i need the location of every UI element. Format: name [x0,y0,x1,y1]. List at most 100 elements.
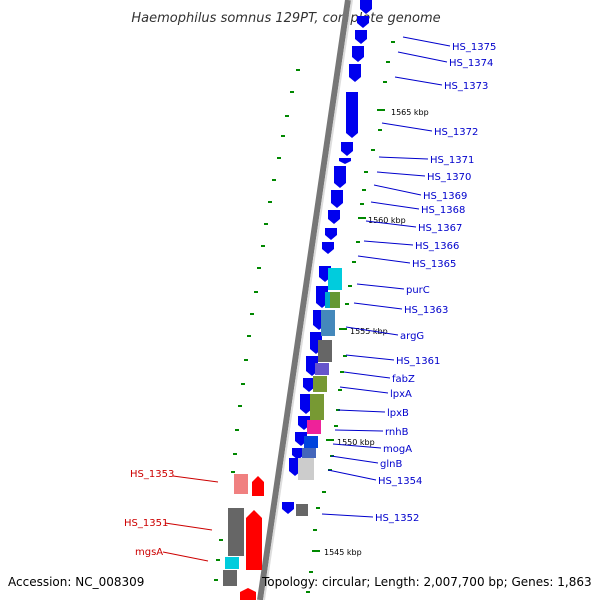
forward-gene-arrow[interactable] [328,210,340,224]
backbone [257,0,353,600]
forward-gene-arrow[interactable] [341,142,353,156]
gene-feature-box[interactable] [307,420,321,434]
label-leader [337,409,386,413]
label-leader [394,76,443,86]
gene-label-reverse[interactable]: HS_1351 [124,518,168,529]
reverse-gene-box[interactable] [228,508,244,556]
forward-gene-arrow[interactable] [322,242,334,254]
gene-label-forward[interactable]: mogA [383,444,412,455]
gene-label-forward[interactable]: lpxA [390,389,412,400]
gene-label-reverse[interactable]: mgsA [135,547,163,558]
kbp-label: 1565 kbp [391,108,429,117]
gene-label-forward[interactable]: HS_1373 [444,81,488,92]
label-leader [363,240,414,246]
forward-gene-arrow[interactable] [303,378,315,392]
forward-gene-arrow[interactable] [357,16,369,28]
gene-feature-box[interactable] [318,340,332,362]
forward-genes [282,0,372,516]
kbp-label: 1545 kbp [324,548,362,557]
forward-gene-arrow[interactable] [292,448,304,460]
gene-feature-box[interactable] [328,268,342,290]
forward-gene-arrow[interactable] [282,502,294,514]
label-leader [327,469,377,481]
kbp-markers: 1565 kbp 1560 kbp 1555 kbp 1550 kbp 1545… [312,108,429,557]
label-leader [334,429,384,432]
label-leader [373,184,422,196]
gene-feature-box[interactable] [302,448,316,458]
gene-feature-box[interactable] [298,458,314,480]
gene-label-forward[interactable]: purC [406,285,430,296]
backbone-shadow [257,0,351,600]
kbp-label: 1555 kbp [350,327,388,336]
reverse-gene-arrow[interactable] [246,510,262,570]
label-leader [330,455,379,464]
forward-gene-arrow[interactable] [325,228,337,240]
label-leader [370,201,420,210]
gene-label-forward[interactable]: HS_1367 [418,223,462,234]
forward-gene-arrow[interactable] [300,394,312,414]
gene-label-forward[interactable]: HS_1371 [430,155,474,166]
gene-label-forward[interactable]: HS_1372 [434,127,478,138]
forward-gene-arrow[interactable] [360,0,372,14]
label-leader [332,443,382,449]
gene-feature-box[interactable] [310,394,324,420]
backbone-highlight [263,0,353,600]
gene-feature-box[interactable] [330,292,340,308]
forward-gene-arrow[interactable] [334,166,346,188]
label-leader [356,283,405,290]
label-leader [343,371,391,379]
map-title: Haemophilus somnus 129PT, complete genom… [131,11,440,26]
kbp-label: 1550 kbp [337,438,375,447]
forward-gene-arrow[interactable] [346,92,358,138]
gene-feature-box[interactable] [321,310,335,336]
label-leader [345,354,395,361]
label-leader [397,51,448,63]
gene-label-forward[interactable]: fabZ [392,374,415,385]
gene-label-forward[interactable]: argG [400,331,424,342]
gene-feature-box[interactable] [313,376,327,392]
reverse-gene-box[interactable] [234,474,248,494]
reverse-gene-box[interactable] [225,557,239,569]
topology-label: Topology: circular; Length: 2,007,700 bp… [261,575,592,589]
reverse-genes [223,474,264,600]
gene-label-forward[interactable]: HS_1370 [427,172,471,183]
gene-label-forward[interactable]: HS_1361 [396,356,440,367]
gene-label-forward[interactable]: HS_1366 [415,241,459,252]
label-leader [321,513,374,518]
gene-label-forward[interactable]: HS_1363 [404,305,448,316]
gene-feature-box[interactable] [315,363,329,375]
label-leader [376,171,426,177]
gene-feature-box[interactable] [304,436,318,448]
gene-label-reverse[interactable]: HS_1353 [130,469,174,480]
forward-gene-arrow[interactable] [355,30,367,44]
gene-label-forward[interactable]: HS_1368 [421,205,465,216]
forward-gene-arrow[interactable] [349,64,361,82]
gene-feature-box[interactable] [296,504,308,516]
label-leader [357,255,411,264]
gene-label-forward[interactable]: HS_1352 [375,513,419,524]
reverse-gene-box[interactable] [223,570,237,586]
label-leader [402,36,451,47]
gene-label-forward[interactable]: HS_1365 [412,259,456,270]
gene-label-forward[interactable]: glnB [380,459,402,470]
forward-gene-arrow[interactable] [352,46,364,62]
forward-gene-labels: HS_1375 HS_1374 HS_1373 HS_1372 HS_1371 … [321,36,496,524]
gene-label-forward[interactable]: HS_1374 [449,58,493,69]
gene-label-forward[interactable]: rnhB [385,427,409,438]
label-leader [381,122,433,132]
gene-label-forward[interactable]: HS_1354 [378,476,422,487]
gene-label-forward[interactable]: HS_1369 [423,191,467,202]
label-leader [339,386,389,394]
forward-gene-arrow[interactable] [339,158,351,164]
reverse-gene-arrow[interactable] [240,588,256,600]
label-leader [378,156,429,160]
label-leader [353,302,403,310]
gene-label-forward[interactable]: lpxB [387,408,409,419]
label-leader [365,220,417,228]
gene-label-forward[interactable]: HS_1375 [452,42,496,53]
label-leader [162,551,209,562]
forward-gene-arrow[interactable] [331,190,343,208]
reverse-gene-arrow[interactable] [252,476,264,496]
label-leader [345,326,399,336]
